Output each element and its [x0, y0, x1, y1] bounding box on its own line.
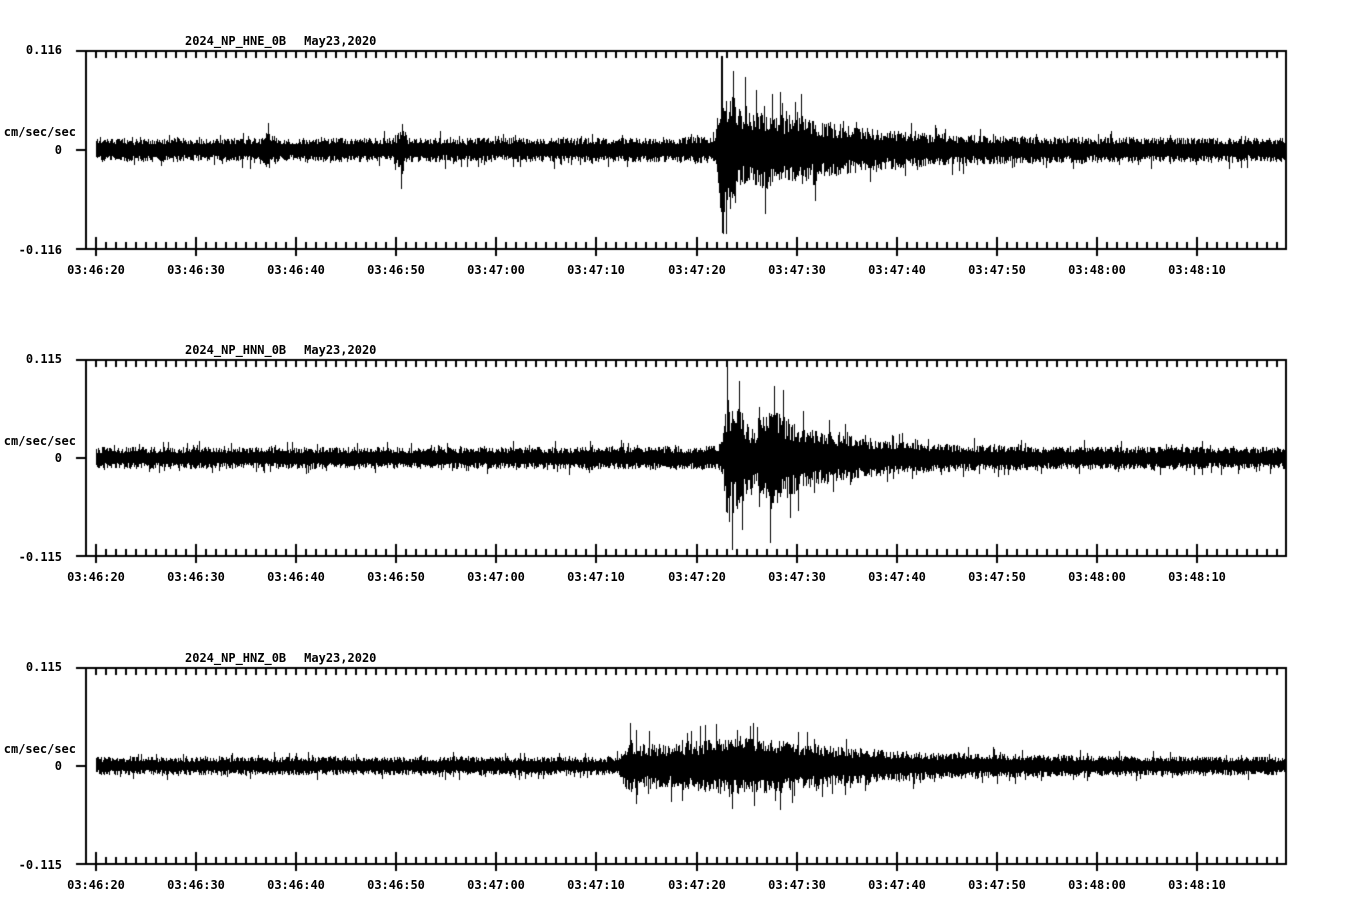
x-tick-label: 03:48:00	[1068, 570, 1126, 584]
x-tick-label: 03:47:50	[968, 263, 1026, 277]
x-tick-label: 03:47:50	[968, 878, 1026, 892]
x-tick-label: 03:47:00	[467, 570, 525, 584]
panel-title-station: 2024_NP_HNZ_0B	[185, 651, 287, 665]
x-tick-label: 03:46:50	[367, 263, 425, 277]
x-tick-label: 03:46:30	[167, 263, 225, 277]
panel-title-date: May23,2020	[304, 343, 377, 357]
x-tick-label: 03:46:20	[67, 570, 125, 584]
x-tick-label: 03:47:50	[968, 570, 1026, 584]
panel-title: 2024_NP_HNZ_0B May23,2020	[185, 650, 376, 666]
x-tick-label: 03:46:20	[67, 878, 125, 892]
y-min-label: -0.115	[18, 858, 62, 872]
x-tick-label: 03:46:50	[367, 570, 425, 584]
y-units-label: cm/sec/sec	[3, 742, 76, 756]
panel-title-station: 2024_NP_HNN_0B	[185, 343, 287, 357]
x-tick-label: 03:47:30	[768, 878, 826, 892]
y-max-label: 0.116	[25, 43, 62, 57]
panel-title: 2024_NP_HNN_0B May23,2020	[185, 342, 376, 358]
x-tick-label: 03:46:40	[267, 263, 325, 277]
x-tick-label: 03:48:10	[1168, 570, 1226, 584]
panel-title-date: May23,2020	[304, 651, 377, 665]
x-tick-label: 03:47:00	[467, 878, 525, 892]
y-units-label: cm/sec/sec	[3, 125, 76, 139]
x-tick-label: 03:47:10	[567, 570, 625, 584]
x-tick-label: 03:47:40	[868, 570, 926, 584]
x-tick-label: 03:46:50	[367, 878, 425, 892]
y-units-label: cm/sec/sec	[3, 434, 76, 448]
y-min-label: -0.115	[18, 550, 62, 564]
x-tick-label: 03:46:30	[167, 570, 225, 584]
x-tick-label: 03:47:20	[668, 878, 726, 892]
x-tick-label: 03:47:20	[668, 263, 726, 277]
x-tick-label: 03:46:40	[267, 570, 325, 584]
panel-title-station: 2024_NP_HNE_0B	[185, 34, 287, 48]
y-min-label: -0.116	[18, 243, 62, 257]
y-zero-label: 0	[54, 451, 62, 465]
x-tick-label: 03:47:10	[567, 878, 625, 892]
y-max-label: 0.115	[25, 660, 62, 674]
x-tick-label: 03:47:10	[567, 263, 625, 277]
x-tick-label: 03:46:20	[67, 263, 125, 277]
x-tick-label: 03:47:30	[768, 263, 826, 277]
x-tick-label: 03:47:00	[467, 263, 525, 277]
y-max-label: 0.115	[25, 352, 62, 366]
x-tick-label: 03:46:30	[167, 878, 225, 892]
x-tick-label: 03:48:00	[1068, 263, 1126, 277]
panel-title-date: May23,2020	[304, 34, 377, 48]
x-tick-label: 03:46:40	[267, 878, 325, 892]
x-tick-label: 03:47:40	[868, 263, 926, 277]
y-zero-label: 0	[54, 143, 62, 157]
x-tick-label: 03:47:40	[868, 878, 926, 892]
x-tick-label: 03:48:10	[1168, 878, 1226, 892]
x-tick-label: 03:47:30	[768, 570, 826, 584]
x-tick-label: 03:48:00	[1068, 878, 1126, 892]
panel-title: 2024_NP_HNE_0B May23,2020	[185, 33, 376, 49]
x-tick-label: 03:47:20	[668, 570, 726, 584]
x-tick-label: 03:48:10	[1168, 263, 1226, 277]
y-zero-label: 0	[54, 759, 62, 773]
